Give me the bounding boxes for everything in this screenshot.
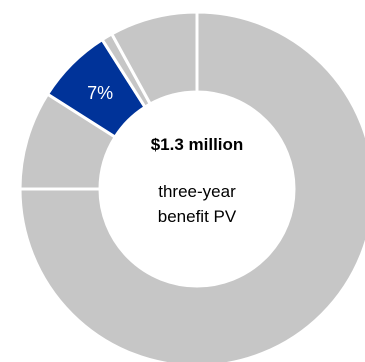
center-title: $1.3 million — [151, 135, 244, 154]
center-subtitle-line-1: three-year — [158, 182, 236, 201]
slice-labels: 7% — [87, 83, 113, 103]
donut-slice-4 — [109, 10, 199, 107]
donut-slice-0 — [18, 10, 365, 362]
slice-label-2: 7% — [87, 83, 113, 103]
donut-slices — [18, 10, 365, 362]
center-subtitle-line-2: benefit PV — [158, 207, 237, 226]
